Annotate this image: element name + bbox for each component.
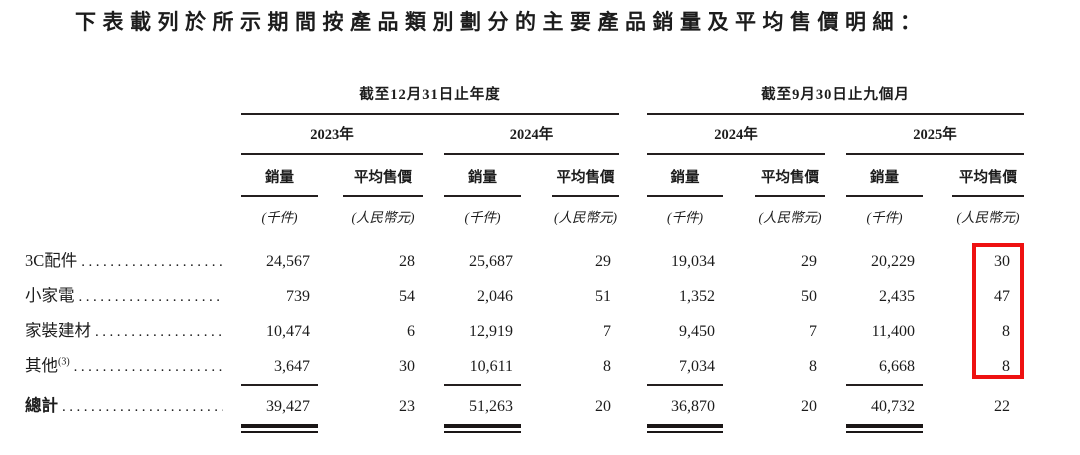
total-row-label: 總計 — [25, 386, 235, 428]
column-header-volume: 銷量 — [647, 155, 723, 197]
column-header-asp: 平均售價 — [552, 155, 619, 197]
product-sales-asp-table: 截至12月31日止年度 截至9月30日止九個月 2023年 2024年 2024… — [25, 87, 1024, 433]
total-cell: 20 — [595, 398, 611, 415]
data-cell: 50 — [801, 288, 817, 305]
leader-dots — [62, 395, 223, 418]
row-label: 家裝建材 — [25, 308, 235, 343]
unit-label-asp: (人民幣元) — [554, 210, 617, 225]
year-header-row: 2023年 2024年 2024年 2025年 — [25, 115, 1024, 155]
units-row: (千件) (人民幣元) (千件) (人民幣元) (千件) (人民幣元) (千件)… — [25, 197, 1024, 238]
data-cell-highlighted: 30 — [994, 253, 1010, 270]
data-cell: 24,567 — [266, 253, 310, 270]
unit-label-asp: (人民幣元) — [956, 210, 1020, 225]
period-header-row: 截至12月31日止年度 截至9月30日止九個月 — [25, 87, 1024, 115]
measure-header-row: 銷量 平均售價 銷量 平均售價 銷量 平均售價 銷量 平均售價 — [25, 155, 1024, 197]
data-cell: 7 — [809, 323, 817, 340]
data-cell: 6,668 — [846, 344, 923, 386]
data-cell: 9,450 — [679, 323, 715, 340]
data-cell: 7 — [603, 323, 611, 340]
data-cell: 8 — [603, 358, 611, 375]
corner-cell — [25, 87, 235, 115]
table-row-total: 總計 39,427 23 51,263 20 36,870 20 40,732 … — [25, 386, 1024, 433]
leader-dots — [79, 285, 224, 308]
data-cell: 20,229 — [871, 253, 915, 270]
unit-label-volume: (千件) — [261, 210, 298, 225]
data-cell: 1,352 — [679, 288, 715, 305]
data-cell: 2,046 — [477, 288, 513, 305]
data-cell: 29 — [801, 253, 817, 270]
column-header-asp: 平均售價 — [343, 155, 423, 197]
data-cell: 7,034 — [647, 344, 723, 386]
year-header-2023: 2023年 — [241, 115, 423, 155]
table-row-home-improvement: 家裝建材 10,474 6 12,919 7 9,450 7 11,400 8 — [25, 308, 1024, 343]
period-group-label-fy: 截至12月31日止年度 — [241, 87, 619, 115]
year-header-2024-9m: 2024年 — [647, 115, 825, 155]
data-cell: 25,687 — [469, 253, 513, 270]
period-group-label-9m: 截至9月30日止九個月 — [647, 87, 1024, 115]
unit-label-volume: (千件) — [667, 210, 703, 225]
data-cell: 51 — [595, 288, 611, 305]
data-cell-highlighted: 47 — [994, 288, 1010, 305]
column-header-asp: 平均售價 — [952, 155, 1024, 197]
column-header-asp: 平均售價 — [755, 155, 825, 197]
data-cell: 54 — [399, 288, 415, 305]
column-header-volume: 銷量 — [846, 155, 923, 197]
data-cell: 12,919 — [469, 323, 513, 340]
data-cell: 10,474 — [266, 323, 310, 340]
table-row-others: 其他(3) 3,647 30 10,611 8 7,034 8 6,668 8 — [25, 343, 1024, 386]
row-label: 小家電 — [25, 273, 235, 308]
year-header-2025-9m: 2025年 — [846, 115, 1024, 155]
data-cell: 11,400 — [871, 323, 915, 340]
data-cell: 29 — [595, 253, 611, 270]
total-cell: 40,732 — [846, 387, 923, 433]
data-cell: 10,611 — [444, 344, 521, 386]
total-cell: 23 — [399, 398, 415, 415]
year-header-2024fy: 2024年 — [444, 115, 619, 155]
total-cell: 36,870 — [647, 387, 723, 433]
data-cell: 2,435 — [879, 288, 915, 305]
unit-label-asp: (人民幣元) — [351, 210, 415, 225]
data-cell: 739 — [286, 288, 310, 305]
row-label: 其他(3) — [25, 343, 235, 386]
data-cell: 3,647 — [241, 344, 318, 386]
leader-dots — [81, 250, 223, 273]
column-header-volume: 銷量 — [241, 155, 318, 197]
total-cell: 22 — [994, 398, 1010, 415]
leader-dots — [74, 355, 223, 378]
data-cell: 8 — [809, 358, 817, 375]
total-cell: 20 — [801, 398, 817, 415]
leader-dots — [95, 320, 223, 343]
table-row-small-appliances: 小家電 739 54 2,046 51 1,352 50 2,435 47 — [25, 273, 1024, 308]
unit-label-volume: (千件) — [464, 210, 501, 225]
unit-label-asp: (人民幣元) — [758, 210, 822, 225]
data-cell-highlighted: 8 — [1002, 358, 1010, 375]
page-title: 下表載列於所示期間按產品類別劃分的主要產品銷量及平均售價明細： — [75, 10, 928, 34]
data-cell: 19,034 — [671, 253, 715, 270]
unit-label-volume: (千件) — [866, 210, 903, 225]
data-cell: 30 — [399, 358, 415, 375]
footnote-marker: (3) — [58, 356, 70, 368]
total-cell: 39,427 — [241, 387, 318, 433]
data-cell: 28 — [399, 253, 415, 270]
table-row-3c-accessories: 3C配件 24,567 28 25,687 29 19,034 29 20,22… — [25, 238, 1024, 273]
row-label: 3C配件 — [25, 238, 235, 273]
total-cell: 51,263 — [444, 387, 521, 433]
data-cell-highlighted: 8 — [1002, 323, 1010, 340]
data-cell: 6 — [407, 323, 415, 340]
column-header-volume: 銷量 — [444, 155, 521, 197]
